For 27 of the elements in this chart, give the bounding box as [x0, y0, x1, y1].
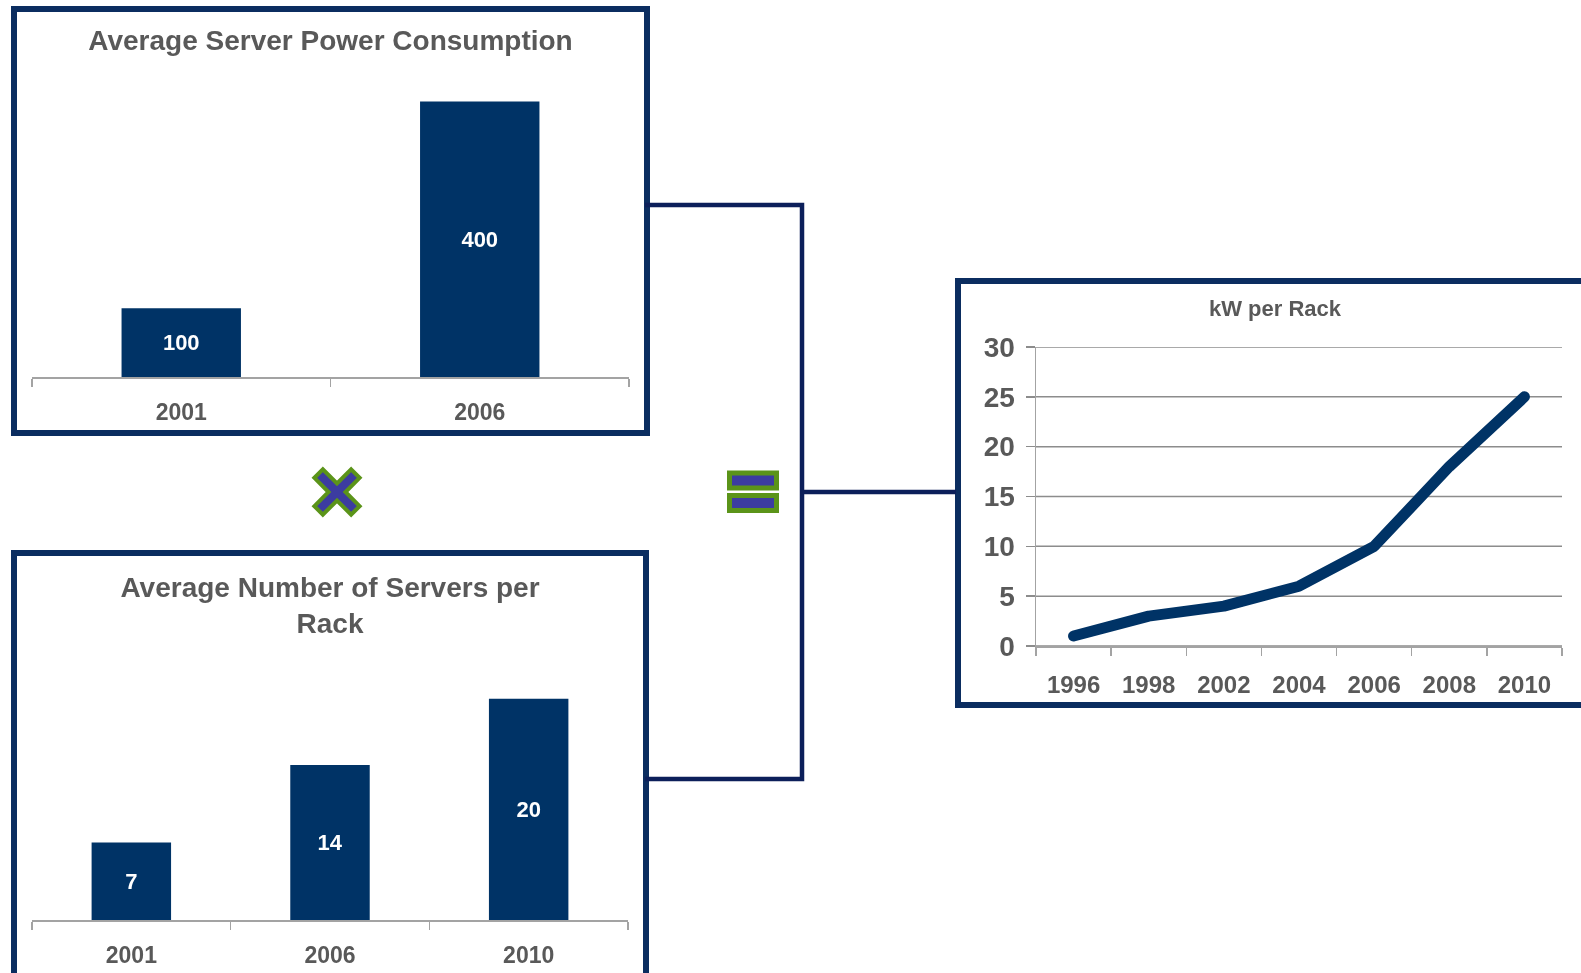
y-tick-label: 5 [999, 580, 1015, 612]
x-tick-label: 2010 [503, 941, 555, 968]
y-tick-label: 10 [983, 531, 1015, 563]
x-tick-label: 2010 [1497, 670, 1552, 698]
y-tick-label: 0 [999, 630, 1015, 662]
data-label: 14 [317, 830, 343, 856]
y-tick-label: 15 [983, 481, 1015, 513]
x-tick-label: 2004 [1272, 670, 1327, 698]
x-tick-label: 2006 [1347, 670, 1401, 698]
y-tick-label: 25 [983, 381, 1015, 413]
data-label: 7 [125, 868, 138, 894]
y-tick-label: 20 [983, 431, 1015, 463]
x-tick-label: 1998 [1122, 670, 1176, 698]
chart-title: Average Server Power Consumption [88, 24, 573, 56]
y-tick-label: 30 [983, 331, 1015, 363]
chart-title: kW per Rack [1208, 295, 1342, 321]
x-tick-label: 2006 [454, 398, 506, 425]
x-tick-label: 2008 [1422, 670, 1476, 698]
x-tick-label: 2006 [304, 941, 356, 968]
data-label: 100 [162, 330, 200, 356]
data-label: 400 [461, 226, 499, 252]
x-tick-label: 1996 [1046, 670, 1101, 698]
data-label: 20 [516, 796, 541, 822]
chart-title: Average Number of Servers per Rack [120, 572, 540, 640]
x-tick-label: 2001 [105, 941, 158, 968]
x-tick-label: 2002 [1197, 670, 1251, 698]
x-tick-label: 2001 [155, 398, 208, 425]
